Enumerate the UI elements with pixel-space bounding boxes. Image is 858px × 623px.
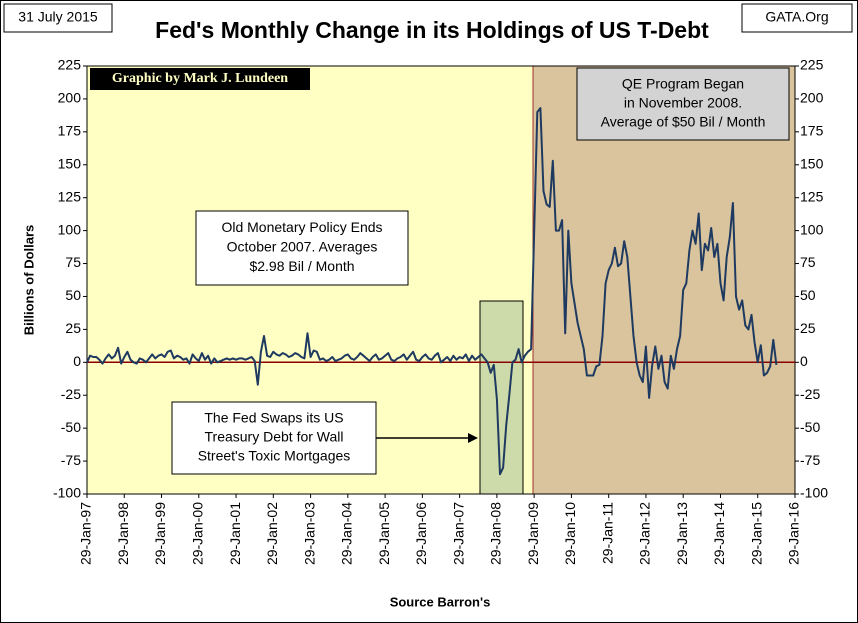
date-note: 31 July 2015 xyxy=(18,9,98,25)
annotation-text: Old Monetary Policy Ends xyxy=(221,219,382,235)
x-tick-label: 29-Jan-06 xyxy=(413,502,429,565)
annotation-box xyxy=(576,67,790,141)
y2-tick-label: -50 xyxy=(800,419,820,435)
y2-tick-label: -25 xyxy=(800,386,820,402)
plot-border xyxy=(86,65,796,495)
x-tick-label: 29-Jan-15 xyxy=(748,502,764,565)
chart-title: Fed's Monthly Change in its Holdings of … xyxy=(155,17,709,43)
x-tick-label: 29-Jan-05 xyxy=(376,502,392,565)
x-tick-label: 29-Jan-07 xyxy=(450,502,466,565)
y-tick-label: 175 xyxy=(58,123,82,139)
x-tick-label: 29-Jan-16 xyxy=(786,502,802,565)
x-tick-label: 29-Jan-99 xyxy=(152,502,168,565)
y2-tick-label: 100 xyxy=(800,221,824,237)
x-tick-label: 29-Jan-14 xyxy=(711,502,727,565)
y2-tick-label: 25 xyxy=(800,320,816,336)
annotation-text: QE Program Began xyxy=(622,76,744,92)
annotation-text: in November 2008. xyxy=(624,95,742,111)
y2-tick-label: 125 xyxy=(800,188,824,204)
y2-tick-label: 175 xyxy=(800,123,824,139)
y-tick-label: 100 xyxy=(58,221,82,237)
annotation-text: October 2007. Averages xyxy=(227,239,378,255)
x-tick-label: 29-Jan-97 xyxy=(78,502,94,565)
credit: Graphic by Mark J. Lundeen xyxy=(112,71,288,86)
y-tick-label: 75 xyxy=(65,254,81,270)
x-tick-label: 29-Jan-08 xyxy=(488,502,504,565)
y-tick-label: 200 xyxy=(58,90,82,106)
credit-box xyxy=(90,68,310,90)
arrow-head xyxy=(468,433,478,443)
x-tick-label: 29-Jan-11 xyxy=(599,502,615,564)
x-tick-label: 29-Jan-04 xyxy=(339,502,355,565)
y2-tick-label: -100 xyxy=(800,485,828,501)
y-tick-label: 25 xyxy=(65,320,81,336)
swap-highlight xyxy=(479,300,524,495)
x-tick-label: 29-Jan-10 xyxy=(562,502,578,565)
annotation-text: Average of $50 Bil / Month xyxy=(601,114,766,130)
y2-tick-label: 225 xyxy=(800,57,824,73)
annotation-text: Treasury Debt for Wall xyxy=(205,429,344,445)
x-axis-label: Source Barron's xyxy=(390,594,491,609)
y2-tick-label: 150 xyxy=(800,155,824,171)
annotation-text: $2.98 Bil / Month xyxy=(249,258,354,274)
x-tick-label: 29-Jan-02 xyxy=(264,502,280,565)
y-tick-label: 50 xyxy=(65,287,81,303)
annotation-box xyxy=(195,210,409,286)
y2-tick-label: -75 xyxy=(800,452,820,468)
y-tick-label: 125 xyxy=(58,188,82,204)
y-tick-label: 225 xyxy=(58,57,82,73)
source-note: GATA.Org xyxy=(765,9,828,25)
y-tick-label: -75 xyxy=(61,452,81,468)
x-tick-label: 29-Jan-98 xyxy=(115,502,131,565)
date-box xyxy=(3,3,113,33)
x-tick-label: 29-Jan-13 xyxy=(674,502,690,565)
x-tick-label: 29-Jan-09 xyxy=(525,502,541,565)
y2-tick-label: 75 xyxy=(800,254,816,270)
x-tick-label: 29-Jan-00 xyxy=(189,502,205,565)
y-tick-label: 150 xyxy=(58,155,82,171)
y-axis-label: Billions of Dollars xyxy=(21,225,36,336)
y2-tick-label: 0 xyxy=(800,353,808,369)
data-line xyxy=(86,107,778,476)
annotation-text: Street's Toxic Mortgages xyxy=(198,448,351,464)
y2-tick-label: 200 xyxy=(800,90,824,106)
x-tick-label: 29-Jan-03 xyxy=(301,502,317,565)
y2-tick-label: 50 xyxy=(800,287,816,303)
y-tick-label: -100 xyxy=(53,485,81,501)
source-box xyxy=(741,3,853,33)
y-tick-label: -25 xyxy=(61,386,81,402)
annotation-text: The Fed Swaps its US xyxy=(204,410,343,426)
x-tick-label: 29-Jan-12 xyxy=(637,502,653,565)
y-tick-label: 0 xyxy=(73,353,81,369)
annotation-box xyxy=(171,401,377,475)
x-tick-label: 29-Jan-01 xyxy=(227,502,243,565)
y-tick-label: -50 xyxy=(61,419,81,435)
